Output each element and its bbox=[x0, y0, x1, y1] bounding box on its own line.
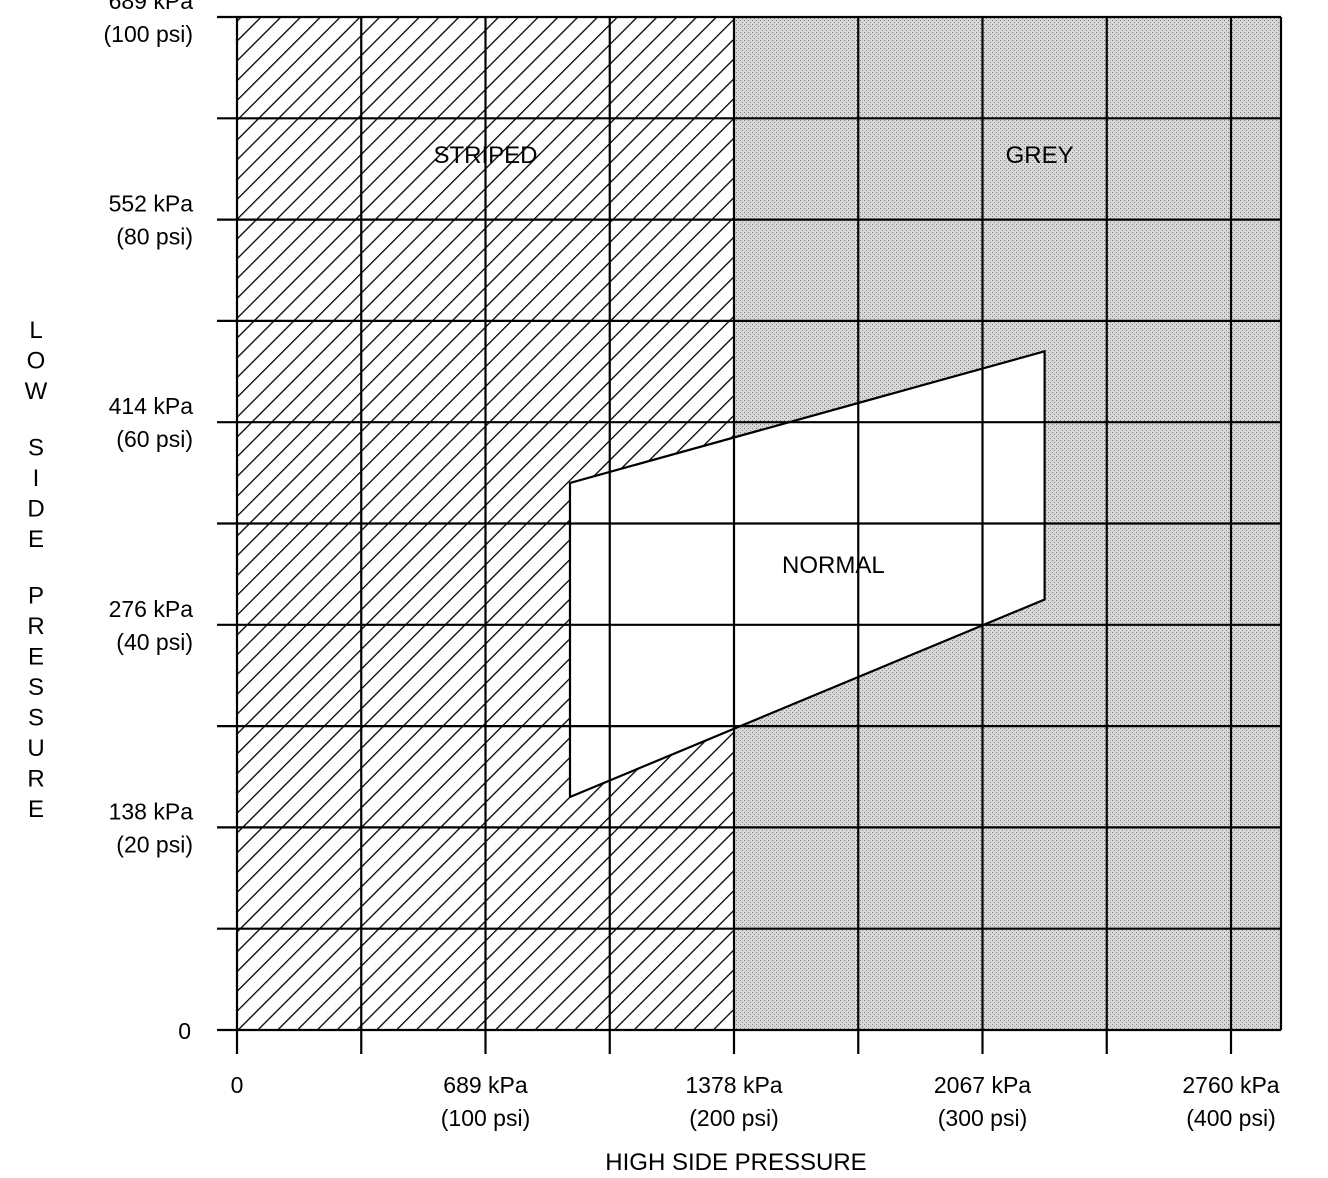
y-axis-title-letter: I bbox=[33, 465, 40, 492]
y-tick-label-kpa-40: 276 kPa bbox=[109, 596, 194, 622]
y-tick-label-kpa-80: 552 kPa bbox=[109, 191, 194, 217]
y-tick-label-psi-100: (100 psi) bbox=[104, 21, 193, 47]
y-tick-label-kpa-20: 138 kPa bbox=[109, 798, 194, 824]
y-axis-title-letter: R bbox=[27, 766, 44, 793]
y-tick-label-kpa-100: 689 kPa bbox=[109, 0, 194, 14]
y-axis-title-letter: E bbox=[28, 644, 44, 671]
grid-layer bbox=[235, 15, 1283, 1032]
x-tick-label-kpa-400: 2760 kPa bbox=[1182, 1072, 1279, 1098]
region-label-grey: GREY bbox=[1006, 142, 1074, 169]
y-tick-label-0: 0 bbox=[178, 1018, 191, 1044]
y-tick-label-psi-20: (20 psi) bbox=[116, 831, 193, 857]
y-axis-title-letter: U bbox=[27, 735, 44, 762]
x-tick-label-kpa-200: 1378 kPa bbox=[685, 1072, 782, 1098]
x-tick-label-psi-300: (300 psi) bbox=[938, 1105, 1027, 1131]
region-label-normal: NORMAL bbox=[782, 552, 885, 579]
x-axis-title: HIGH SIDE PRESSURE bbox=[605, 1149, 866, 1176]
y-axis-title-letter: S bbox=[28, 435, 44, 462]
y-axis-title-letter: E bbox=[28, 526, 44, 553]
y-axis-title-letter: D bbox=[27, 496, 44, 523]
y-axis-title-letter: S bbox=[28, 705, 44, 732]
x-tick-label-kpa-300: 2067 kPa bbox=[934, 1072, 1031, 1098]
y-tick-label-psi-60: (60 psi) bbox=[116, 426, 193, 452]
y-axis-title-letter: L bbox=[29, 317, 42, 344]
y-tick-label-kpa-60: 414 kPa bbox=[109, 393, 194, 419]
labels-layer: 0 138 kPa (20 psi) 276 kPa (40 psi) 414 kPa (6… bbox=[104, 0, 1280, 1131]
x-tick-label-psi-400: (400 psi) bbox=[1186, 1105, 1275, 1131]
y-axis-title-letter: R bbox=[27, 613, 44, 640]
region-label-striped: STRIPED bbox=[433, 142, 537, 169]
y-axis-title-letter: W bbox=[25, 378, 48, 405]
x-tick-label-psi-200: (200 psi) bbox=[689, 1105, 778, 1131]
x-tick-label-kpa-100: 689 kPa bbox=[443, 1072, 528, 1098]
y-axis-title-letter: P bbox=[28, 583, 44, 610]
y-tick-label-psi-40: (40 psi) bbox=[116, 629, 193, 655]
x-tick-label-psi-100: (100 psi) bbox=[441, 1105, 530, 1131]
y-tick-label-psi-80: (80 psi) bbox=[116, 224, 193, 250]
ticks-layer bbox=[217, 15, 1233, 1054]
y-axis-title-letter: O bbox=[27, 348, 46, 375]
y-axis-title-letter: E bbox=[28, 796, 44, 823]
region-normal bbox=[568, 349, 1046, 799]
x-tick-label-kpa-0: 0 bbox=[231, 1072, 244, 1098]
y-axis-title-letter: S bbox=[28, 674, 44, 701]
